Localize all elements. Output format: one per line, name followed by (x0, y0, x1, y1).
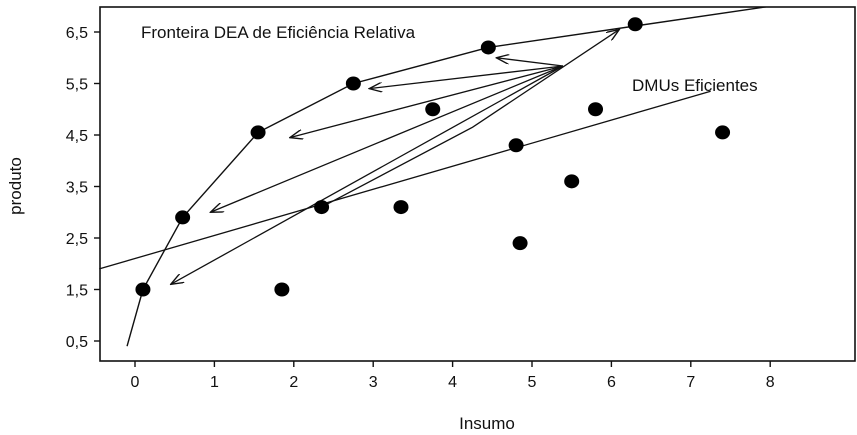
dmu-point (250, 125, 266, 140)
dmu-point (588, 102, 604, 117)
x-tick-label: 5 (528, 374, 537, 391)
dmu-point (627, 17, 643, 32)
trend-line (99, 90, 711, 270)
dmu-point (393, 200, 409, 215)
y-tick-label: 2,5 (66, 231, 88, 248)
y-tick-label: 5,5 (66, 77, 88, 94)
x-tick-label: 3 (369, 374, 378, 391)
x-tick-label: 6 (607, 374, 616, 391)
dmu-point (480, 40, 496, 55)
dea-frontier-line (126, 7, 770, 347)
dmu-point (715, 125, 731, 140)
annotation-arrow (290, 65, 564, 138)
x-tick-label: 2 (289, 374, 298, 391)
x-tick-label: 1 (210, 374, 219, 391)
dmu-point (425, 102, 441, 117)
dmu-point (135, 282, 151, 297)
dmu-point (512, 236, 528, 251)
annotation-arrow (321, 29, 620, 208)
y-axis-title: produto (6, 157, 25, 215)
x-tick-label: 0 (131, 374, 140, 391)
annotation-arrow (171, 65, 564, 284)
dmu-point (314, 200, 330, 215)
x-axis-title: Insumo (459, 414, 515, 433)
y-tick-label: 3,5 (66, 180, 88, 197)
x-tick-label: 4 (448, 374, 457, 391)
annotation-efficient-dmus: DMUs Eficientes (632, 76, 758, 95)
annotation-arrow (496, 58, 564, 67)
y-tick-label: 6,5 (66, 25, 88, 42)
annotation-arrow (369, 65, 564, 89)
x-tick-label: 7 (686, 374, 695, 391)
y-tick-label: 0,5 (66, 334, 88, 351)
dmu-point (345, 76, 361, 91)
annotation-arrow (210, 65, 564, 212)
annotation-frontier: Fronteira DEA de Eficiência Relativa (141, 23, 416, 42)
y-tick-label: 1,5 (66, 283, 88, 300)
dmu-point (508, 138, 524, 153)
x-tick-label: 8 (766, 374, 775, 391)
plot-frame (99, 6, 856, 362)
dmu-point (564, 174, 580, 189)
y-tick-label: 4,5 (66, 128, 88, 145)
dmu-point (175, 210, 191, 225)
dmu-point (274, 282, 290, 297)
